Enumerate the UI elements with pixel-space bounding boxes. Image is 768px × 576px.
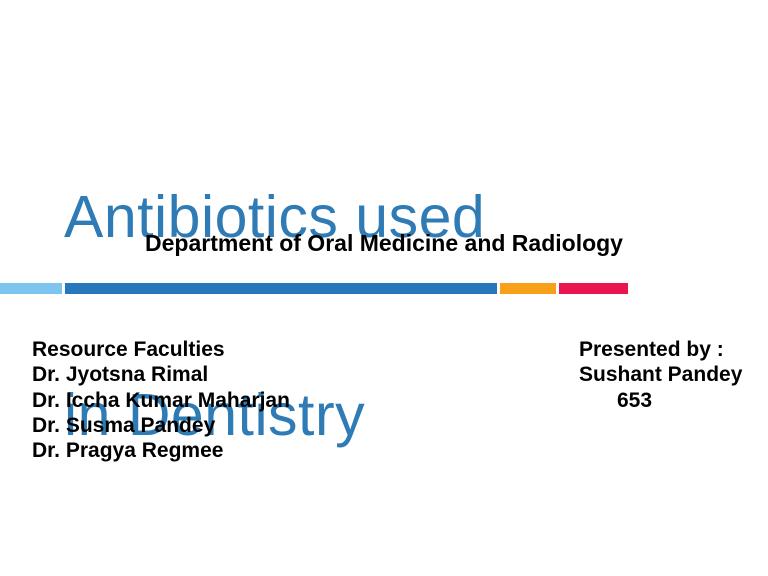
faculty-name: Dr. Pragya Regmee — [32, 439, 224, 463]
slide-title: Antibiotics used in Dentistry — [64, 52, 485, 576]
slide-title-line-1: Antibiotics used — [64, 184, 486, 250]
accent-bar-segment-pink — [559, 283, 628, 294]
presenter-roll-number: 653 — [617, 388, 653, 412]
resource-faculties-heading: Resource Faculties — [32, 338, 225, 361]
accent-bar-segment-orange — [500, 283, 556, 294]
faculty-name: Dr. Susma Pandey — [32, 413, 216, 437]
resource-faculties-block: Resource Faculties Dr. Jyotsna Rimal Dr.… — [32, 337, 290, 463]
accent-bar-segment-light-blue — [0, 283, 62, 294]
accent-bar — [0, 283, 628, 294]
presented-by-heading: Presented by : — [579, 338, 724, 361]
faculty-name: Dr. Jyotsna Rimal — [32, 363, 209, 387]
accent-bar-segment-dark-blue — [65, 283, 497, 294]
presenter-name: Sushant Pandey — [579, 363, 743, 387]
faculty-name: Dr. Iccha Kumar Maharjan — [32, 388, 290, 412]
presented-by-block: Presented by : Sushant Pandey 653 — [579, 337, 742, 413]
slide-title-line-2: in Dentistry — [64, 382, 366, 448]
slide-subtitle: Department of Oral Medicine and Radiolog… — [145, 230, 623, 256]
